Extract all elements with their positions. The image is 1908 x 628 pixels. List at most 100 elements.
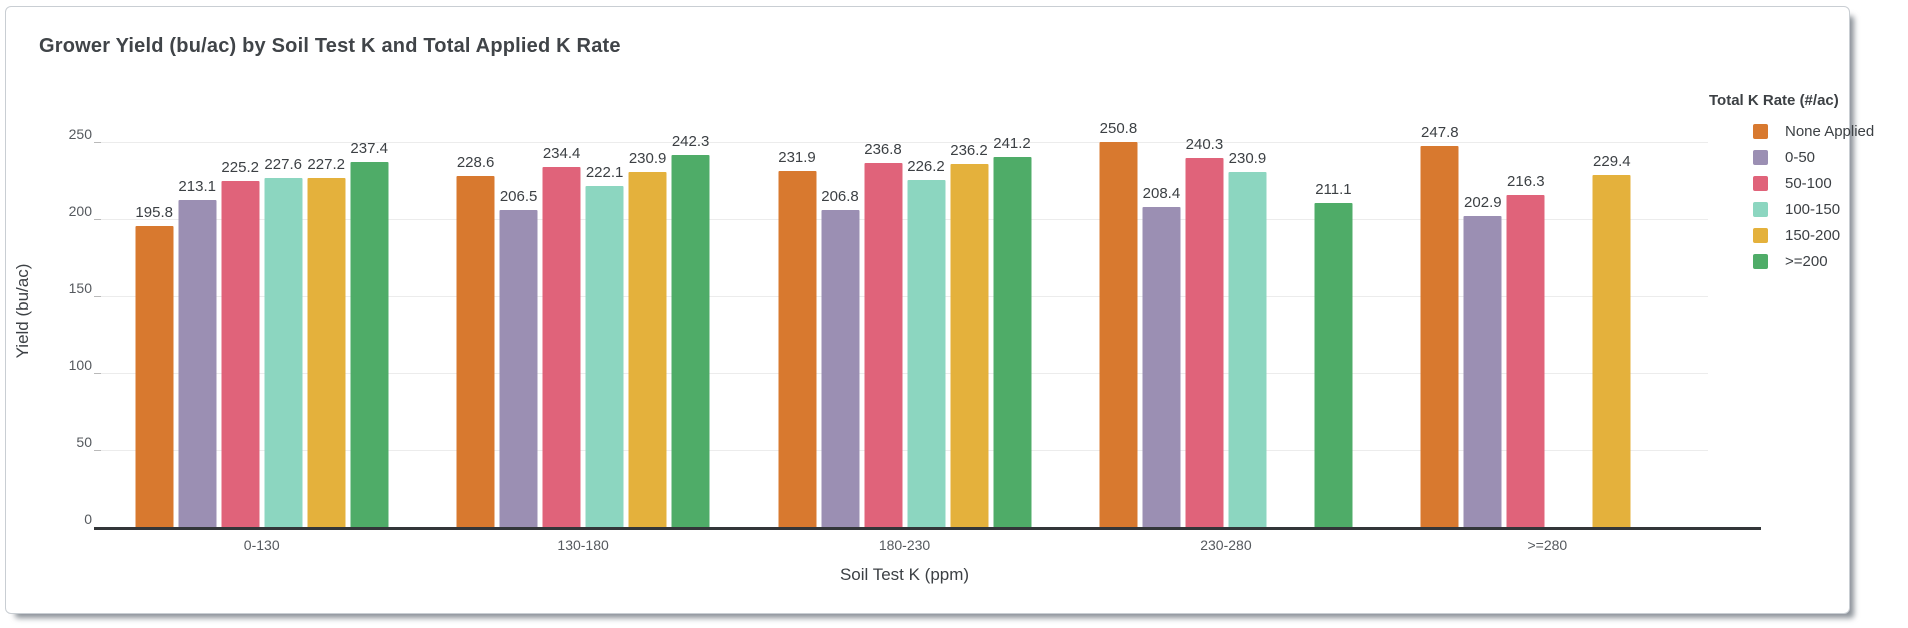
plot-area: 0 50 100 150 200 250 195.8 213.1 225.2 227.6 227.… <box>69 97 1761 553</box>
bar-0-50-0-130[interactable] <box>178 199 217 528</box>
y-tickmark <box>94 219 101 220</box>
bar-slot: 206.8 <box>821 97 860 528</box>
bar-100-150-230-280[interactable] <box>1228 172 1267 528</box>
bar-150-200-0-130[interactable] <box>307 178 346 528</box>
bar-None Applied-180-230[interactable] <box>778 170 817 528</box>
legend-label: >=200 <box>1785 253 1828 270</box>
bar-slot: 234.4 <box>542 97 581 528</box>
y-tickmark <box>94 296 101 297</box>
bar-value-label: 216.3 <box>1507 172 1545 190</box>
bar-slot: 229.4 <box>1592 97 1631 528</box>
legend-item-50-100[interactable]: 50-100 <box>1709 175 1847 192</box>
bar-value-label: 241.2 <box>993 134 1031 152</box>
legend-item-None Applied[interactable]: None Applied <box>1709 123 1874 140</box>
bar-150-200-180-230[interactable] <box>950 164 989 528</box>
bar-value-label: 230.9 <box>1228 150 1267 168</box>
y-tick-label: 200 <box>68 203 92 219</box>
y-tick-label: 250 <box>68 126 92 142</box>
y-axis-title: Yield (bu/ac) <box>13 263 32 359</box>
bar-50-100-180-230[interactable] <box>864 163 903 528</box>
legend-item-150-200[interactable]: 150-200 <box>1709 227 1847 244</box>
y-tickmark <box>94 450 101 451</box>
bar->=200-180-230[interactable] <box>993 156 1032 528</box>
bar-value-label: 229.4 <box>1593 152 1631 170</box>
bar-slot: 213.1 <box>178 97 217 528</box>
bar-groups: 195.8 213.1 225.2 227.6 227.2 237.4 0-130 228.6… <box>101 97 1708 553</box>
bar-slot: 250.8 <box>1099 97 1138 528</box>
legend-item-0-50[interactable]: 0-50 <box>1709 149 1847 166</box>
bar-0-50->=280[interactable] <box>1463 215 1502 528</box>
legend-label: 0-50 <box>1785 149 1816 166</box>
x-axis-line <box>94 527 1761 530</box>
bar-150-200-130-180[interactable] <box>628 172 667 528</box>
bar-0-50-230-280[interactable] <box>1142 207 1181 528</box>
chart-card: Grower Yield (bu/ac) by Soil Test K and … <box>5 6 1874 614</box>
bars-row: 195.8 213.1 225.2 227.6 227.2 237.4 <box>135 97 389 528</box>
bar->=200-0-130[interactable] <box>350 162 389 528</box>
bar-slot: 230.9 <box>628 97 667 528</box>
bar-value-label: 195.8 <box>135 204 173 222</box>
legend-item-100-150[interactable]: 100-150 <box>1709 201 1847 218</box>
bar-slot: 240.3 <box>1185 97 1224 528</box>
bar-group-230-280: 250.8 208.4 240.3 230.9 211.1 230-280 <box>1065 97 1386 553</box>
bar-None Applied-0-130[interactable] <box>135 226 174 528</box>
bar-value-label: 240.3 <box>1185 135 1224 153</box>
bar-value-label: 225.2 <box>221 159 259 177</box>
bar-slot: 236.2 <box>950 97 989 528</box>
y-tick-label: 0 <box>84 511 92 527</box>
y-tick-label: 50 <box>76 434 92 450</box>
gridline-y250 <box>101 142 1708 143</box>
bar-slot: 206.5 <box>499 97 538 528</box>
bar-0-50-180-230[interactable] <box>821 209 860 528</box>
bar-None Applied-230-280[interactable] <box>1099 141 1138 528</box>
bar-100-150-130-180[interactable] <box>585 185 624 528</box>
x-tick-label-130-180: 130-180 <box>557 537 609 553</box>
bar-value-label: 227.6 <box>264 155 302 173</box>
bar-slot: 226.2 <box>907 97 946 528</box>
bar-50-100->=280[interactable] <box>1506 194 1545 528</box>
bar-None Applied->=280[interactable] <box>1420 146 1459 528</box>
y-tickmark <box>94 373 101 374</box>
bar-slot <box>1636 97 1674 528</box>
bar-slot: 247.8 <box>1420 97 1459 528</box>
legend-label: 50-100 <box>1785 175 1832 192</box>
bar-group-0-130: 195.8 213.1 225.2 227.6 227.2 237.4 0-130 <box>101 97 422 553</box>
bar-None Applied-130-180[interactable] <box>456 175 495 528</box>
legend-label: None Applied <box>1785 123 1875 140</box>
legend-item->=200[interactable]: >=200 <box>1709 253 1847 270</box>
bar-value-label: 230.9 <box>628 150 667 168</box>
bar-50-100-230-280[interactable] <box>1185 157 1224 528</box>
bar-slot: 228.6 <box>456 97 495 528</box>
bars-row: 228.6 206.5 234.4 222.1 230.9 242.3 <box>456 97 710 528</box>
bar-slot: 227.2 <box>307 97 346 528</box>
bar-value-label: 234.4 <box>542 145 581 163</box>
bar->=200-130-180[interactable] <box>671 154 710 528</box>
x-tick-label->=280: >=280 <box>1527 537 1568 553</box>
x-axis-title: Soil Test K (ppm) <box>839 565 970 584</box>
gridline-y200 <box>101 219 1708 220</box>
bar-slot: 231.9 <box>778 97 817 528</box>
bars-row: 247.8 202.9 216.3 229.4 <box>1420 97 1674 528</box>
bar-slot: 242.3 <box>671 97 710 528</box>
bar-150-200->=280[interactable] <box>1592 174 1631 528</box>
bar-value-label: 237.4 <box>350 140 388 158</box>
bar-value-label: 242.3 <box>671 132 710 150</box>
bar-group-130-180: 228.6 206.5 234.4 222.1 230.9 242.3 130-180 <box>422 97 743 553</box>
bar-value-label: 226.2 <box>907 157 945 175</box>
bar-100-150-0-130[interactable] <box>264 177 303 528</box>
bar-100-150-180-230[interactable] <box>907 179 946 528</box>
bar-50-100-130-180[interactable] <box>542 167 581 528</box>
legend-items: None Applied 0-50 50-100 100-150 150-200 >=20… <box>1709 123 1874 270</box>
bar-0-50-130-180[interactable] <box>499 210 538 528</box>
bar-value-label: 206.8 <box>821 187 859 205</box>
x-tick-label-230-280: 230-280 <box>1200 537 1252 553</box>
bar->=200-230-280[interactable] <box>1314 202 1353 528</box>
y-tick-label: 150 <box>68 280 92 296</box>
bar-value-label: 236.8 <box>864 141 902 159</box>
bar-value-label: 231.9 <box>778 148 816 166</box>
bar-50-100-0-130[interactable] <box>221 181 260 528</box>
gridline-y150 <box>101 296 1708 297</box>
bar-value-label: 236.2 <box>950 142 988 160</box>
legend-label: 150-200 <box>1785 227 1841 244</box>
